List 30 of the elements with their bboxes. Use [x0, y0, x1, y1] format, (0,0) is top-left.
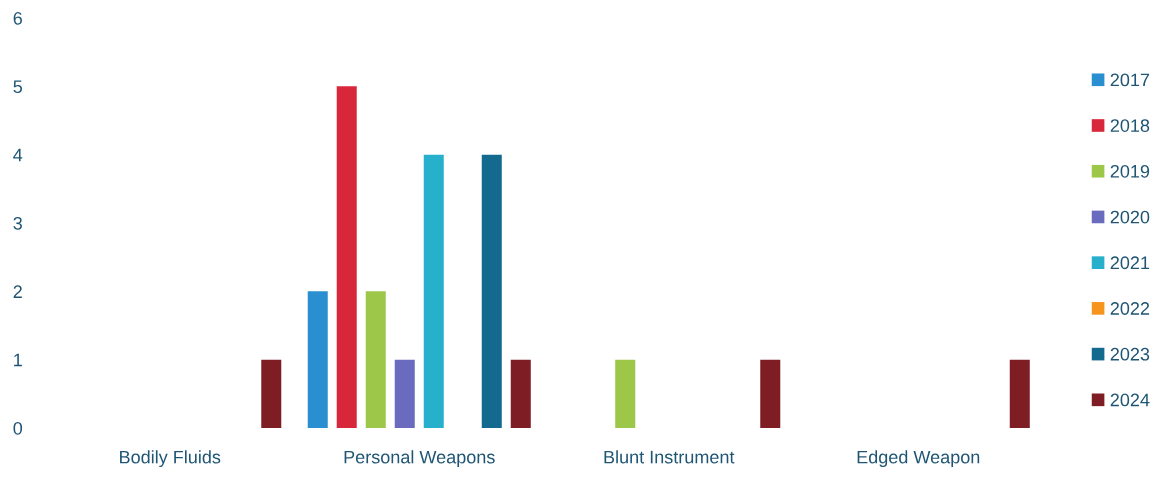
y-tick-label: 4 [13, 148, 23, 162]
y-tick-label: 2 [13, 285, 22, 298]
legend-label: 2020 [1110, 210, 1150, 224]
legend-label: 2024 [1110, 393, 1150, 407]
bar [336, 86, 357, 428]
y-tick-label: 6 [13, 11, 22, 25]
bar [365, 291, 386, 428]
bar [307, 291, 328, 428]
y-tick-label: 0 [13, 421, 23, 435]
y-tick-label: 3 [13, 216, 22, 230]
x-tick-label: Bodily Fluids [120, 450, 221, 468]
bar [510, 359, 531, 428]
legend-label: 2023 [1110, 347, 1150, 361]
y-tick-label: 5 [13, 80, 23, 94]
legend-label: 2018 [1110, 119, 1150, 132]
bar [760, 359, 781, 428]
legend-label: 2019 [1110, 164, 1150, 178]
bar [394, 359, 415, 428]
bar [1009, 359, 1030, 428]
x-tick-label: Personal Weapons [344, 450, 495, 468]
bar [261, 359, 282, 428]
y-tick-label: 1 [14, 353, 22, 367]
bar [423, 154, 444, 428]
legend-label: 2021 [1110, 256, 1150, 270]
legend-label: 2022 [1110, 302, 1150, 315]
x-tick-label: Edged Weapon [857, 450, 980, 468]
x-tick-label: Blunt Instrument [604, 450, 735, 464]
bar [615, 359, 636, 428]
bar [481, 154, 502, 428]
legend-label: 2017 [1110, 73, 1150, 87]
